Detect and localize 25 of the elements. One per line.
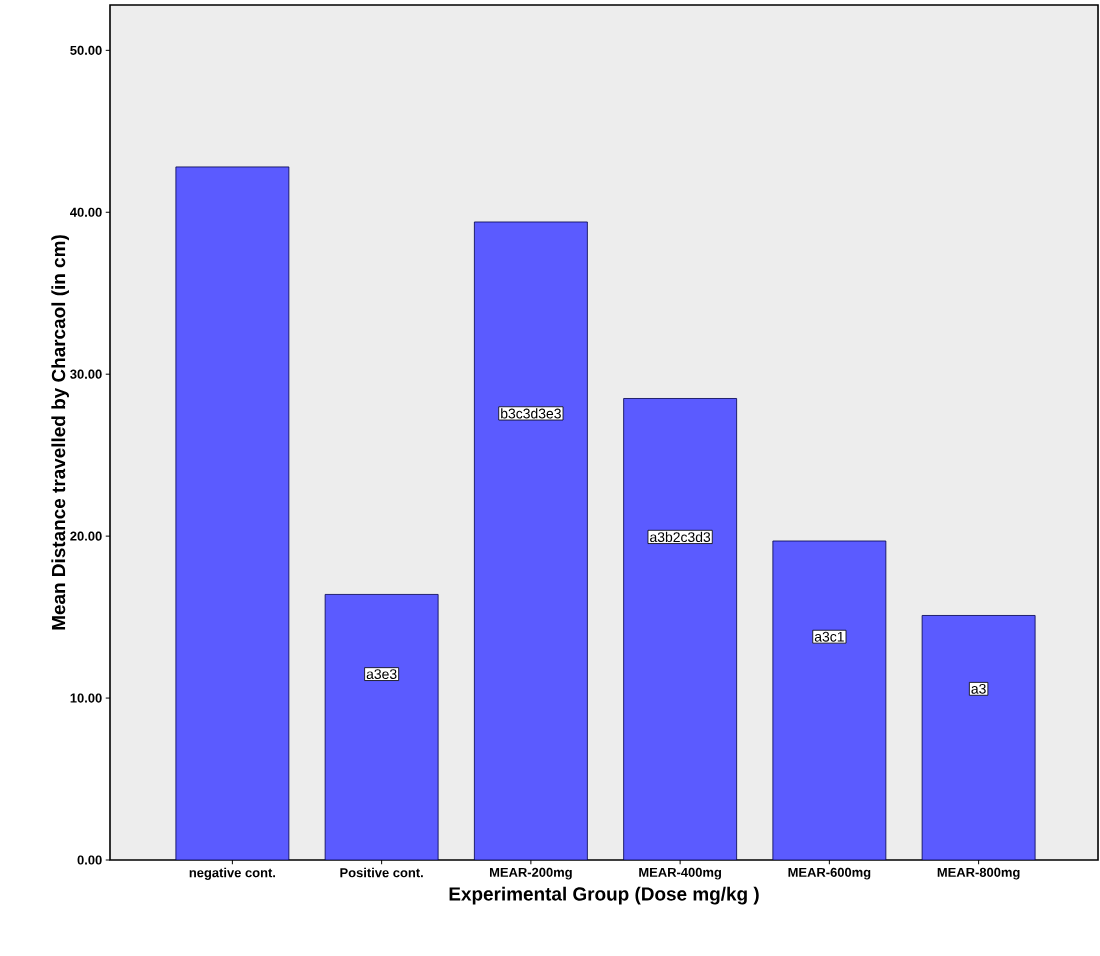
x-tick-label: Positive cont.: [340, 867, 423, 878]
y-tick-label: 20.00: [70, 531, 102, 541]
y-axis-title: Mean Distance travelled by Charcaol (in cm): [51, 235, 69, 630]
y-tick-label: 50.00: [70, 45, 102, 55]
bar: [175, 166, 290, 860]
bar: [921, 615, 1036, 860]
bar: [324, 594, 439, 860]
bar: [623, 398, 738, 860]
x-tick-label: MEAR-600mg: [788, 867, 871, 880]
data-label: a3e3: [366, 669, 397, 680]
x-axis-title: Experimental Group (Dose mg/kg ): [449, 886, 759, 905]
data-label: a3: [971, 683, 986, 694]
y-tick-label: 10.00: [70, 693, 102, 703]
data-label: b3c3d3e3: [501, 408, 561, 419]
y-tick-label: 40.00: [70, 207, 102, 217]
x-tick-label: MEAR-400mg: [639, 867, 721, 880]
y-tick-label: 0.00: [77, 855, 102, 865]
bar: [772, 540, 887, 860]
x-tick-label: MEAR-200mg: [490, 867, 572, 880]
data-label: a3c1: [814, 631, 844, 642]
bar: [474, 221, 588, 860]
data-label: a3b2c3d3: [650, 531, 711, 543]
x-tick-label: MEAR-800mg: [937, 867, 1020, 880]
y-tick-label: 30.00: [70, 369, 102, 379]
x-tick-label: negative cont.: [189, 867, 276, 880]
